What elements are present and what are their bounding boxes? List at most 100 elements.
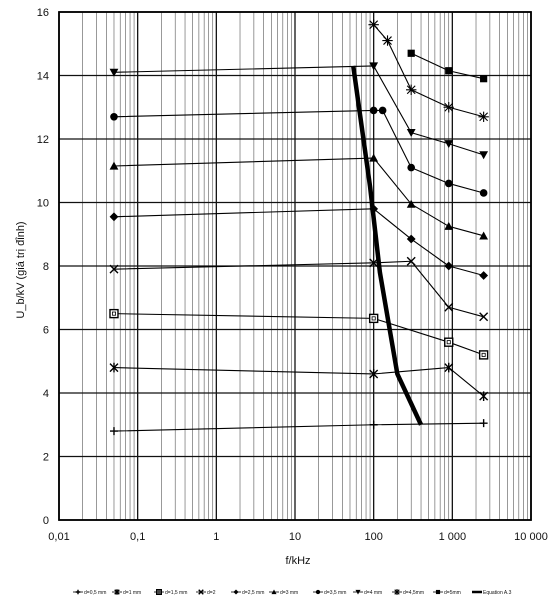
y-tick-label: 6 xyxy=(43,325,49,337)
data-point xyxy=(369,106,378,115)
legend-item: d=4 mm xyxy=(353,589,382,596)
y-tick-label: 16 xyxy=(37,7,49,19)
series-line xyxy=(113,157,484,237)
data-point xyxy=(407,163,416,172)
data-point xyxy=(445,67,453,75)
data-point xyxy=(109,161,119,170)
data-point xyxy=(369,420,378,429)
data-point xyxy=(479,231,489,240)
series-5 xyxy=(109,153,489,240)
series-9 xyxy=(407,49,488,83)
data-point-inner xyxy=(111,311,116,316)
data-point xyxy=(110,112,118,121)
data-point xyxy=(479,271,489,280)
legend-item: d=0,5 mm xyxy=(73,589,106,596)
data-point xyxy=(479,391,489,401)
data-point xyxy=(406,256,416,266)
x-tick-label: 1 000 xyxy=(439,531,467,543)
data-point xyxy=(479,312,489,322)
series-line xyxy=(113,422,484,432)
data-point xyxy=(109,212,119,222)
legend-label: d=2,5 mm xyxy=(242,590,264,596)
series-7 xyxy=(109,62,489,160)
legend-marker xyxy=(198,589,204,595)
data-point xyxy=(382,35,393,46)
series-2 xyxy=(109,308,489,360)
series-3 xyxy=(109,256,489,322)
y-axis-label: U_b/kV (giá trị đỉnh) xyxy=(15,221,27,318)
legend-item: d=2,5 mm xyxy=(231,589,264,596)
y-tick-label: 8 xyxy=(43,261,49,273)
data-point-inner xyxy=(481,352,486,357)
data-point xyxy=(109,308,119,319)
legend-label: d=3,5 mm xyxy=(324,590,346,596)
series-line xyxy=(113,313,484,356)
series-line xyxy=(410,52,484,80)
data-point xyxy=(407,49,415,57)
data-point xyxy=(444,179,453,188)
data-point xyxy=(479,419,488,428)
tick-labels: 0,01 0,1 1 10 100 1 000 10 000 0 2 4 6 8 10 12 14 16 xyxy=(37,7,548,543)
data-point xyxy=(444,140,454,149)
data-point xyxy=(480,75,488,83)
legend-marker xyxy=(233,589,239,595)
y-tick-label: 14 xyxy=(37,71,49,83)
legend-item: d=3,5 mm xyxy=(313,589,346,596)
legend-marker xyxy=(435,589,441,595)
series-layer xyxy=(109,19,489,436)
legend-marker xyxy=(394,589,400,595)
data-point xyxy=(479,151,489,160)
data-point xyxy=(406,234,416,244)
legend-label: Equation A.3 xyxy=(483,590,512,596)
data-point xyxy=(378,106,387,115)
legend-item: d=5mm xyxy=(433,589,461,596)
x-tick-label: 100 xyxy=(364,531,382,543)
y-tick-label: 10 xyxy=(37,198,49,210)
data-point-inner xyxy=(371,316,376,321)
series-0 xyxy=(109,419,488,436)
data-point xyxy=(444,261,454,271)
legend-marker-inner xyxy=(157,590,161,594)
legend-label: d=5mm xyxy=(444,590,461,596)
x-axis-label: f/kHz xyxy=(285,555,310,567)
series-line xyxy=(113,260,484,318)
series-8 xyxy=(368,19,489,122)
x-tick-label: 10 000 xyxy=(514,531,548,543)
legend-item: d=2 xyxy=(196,589,216,596)
data-point xyxy=(444,337,454,347)
legend-marker xyxy=(114,589,120,595)
data-point xyxy=(109,68,119,77)
series-line xyxy=(113,367,484,397)
x-tick-label: 10 xyxy=(289,531,301,543)
legend-marker xyxy=(355,589,361,595)
series-line xyxy=(113,65,484,156)
legend-label: d=2 xyxy=(207,590,216,596)
legend-marker xyxy=(271,589,277,595)
data-point xyxy=(444,302,454,312)
grid xyxy=(58,11,532,521)
legend-item: d=1 mm xyxy=(112,589,141,596)
equation-line xyxy=(351,65,424,426)
legend-label: d=3 mm xyxy=(280,590,298,596)
data-point xyxy=(479,189,488,197)
data-point xyxy=(406,199,416,208)
data-point xyxy=(406,84,417,95)
x-tick-label: 0,01 xyxy=(48,531,69,543)
data-point xyxy=(109,264,119,274)
legend-item: Equation A.3 xyxy=(472,590,512,596)
legend-label: d=4,5mm xyxy=(403,590,424,596)
series-10 xyxy=(351,65,424,426)
data-point xyxy=(109,427,118,436)
legend-item: d=4,5mm xyxy=(392,589,424,596)
legend-marker xyxy=(315,589,321,595)
legend-label: d=1,5 mm xyxy=(165,590,187,596)
data-point xyxy=(369,62,379,71)
data-point xyxy=(109,362,119,373)
legend-label: d=1 mm xyxy=(123,590,141,596)
data-point xyxy=(369,153,379,162)
legend-item: d=1,5 mm xyxy=(154,589,187,596)
y-tick-label: 2 xyxy=(43,452,49,464)
plot-frame xyxy=(58,11,532,521)
series-1 xyxy=(109,362,489,401)
